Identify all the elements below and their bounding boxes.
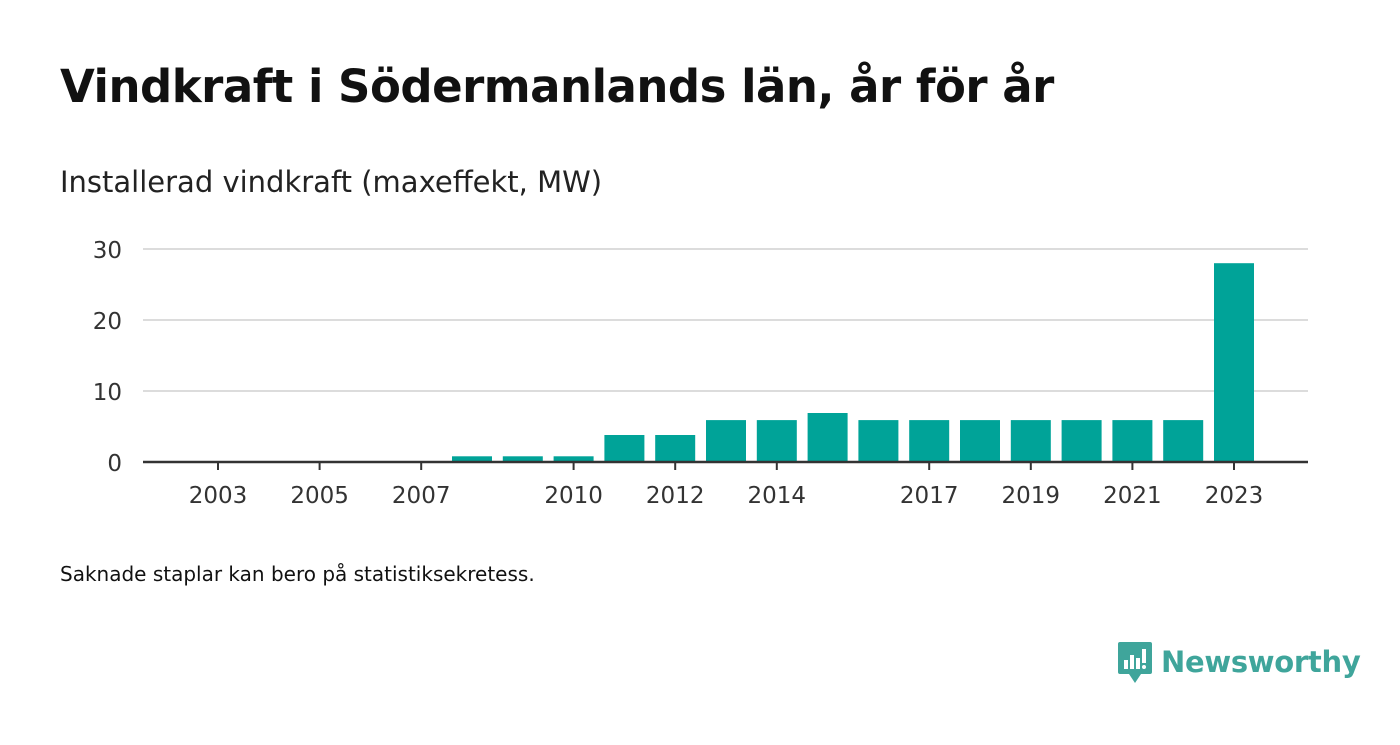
- x-tick-label: 2005: [290, 483, 349, 509]
- chart-title: Vindkraft i Södermanlands län, år för år: [60, 60, 1054, 113]
- y-tick-label: 0: [107, 451, 122, 477]
- bar: [604, 435, 645, 462]
- x-tick-label: 2017: [900, 483, 959, 509]
- y-tick-label: 30: [93, 238, 122, 264]
- grid-lines: 0 10 20 30: [93, 238, 1308, 477]
- x-tick-label: 2003: [189, 483, 248, 509]
- footnote: Saknade staplar kan bero på statistiksek…: [60, 562, 535, 586]
- y-tick-label: 10: [93, 380, 122, 406]
- newsworthy-logo-icon: [1118, 642, 1152, 683]
- x-tick-label: 2007: [392, 483, 451, 509]
- bar: [502, 456, 543, 462]
- bar: [1010, 420, 1051, 462]
- bar: [1061, 420, 1102, 462]
- bar: [909, 420, 950, 462]
- x-tick-label: 2021: [1103, 483, 1162, 509]
- x-tick-label: 2014: [748, 483, 807, 509]
- bar: [960, 420, 1000, 462]
- bar: [553, 456, 594, 462]
- bars: [452, 263, 1254, 462]
- chart-subtitle: Installerad vindkraft (maxeffekt, MW): [60, 165, 603, 199]
- x-tick-label: 2023: [1205, 483, 1264, 509]
- bar: [1214, 263, 1254, 462]
- x-tick-label: 2012: [646, 483, 705, 509]
- x-axis: 2003 2005 2007 2010 2012 2014 2017 2019 2021 2023: [143, 460, 1308, 509]
- bar-chart: 0 10 20 30 2003 2005 2007 2010 2012 2014 2017 2019…: [93, 238, 1308, 509]
- bar: [807, 413, 848, 462]
- bar: [452, 456, 492, 462]
- bar: [1163, 420, 1204, 462]
- bar: [1112, 420, 1153, 462]
- x-tick-label: 2019: [1002, 483, 1061, 509]
- bar: [655, 435, 696, 462]
- newsworthy-logo: Newsworthy: [1117, 640, 1361, 684]
- x-tick-label: 2010: [544, 483, 603, 509]
- brand-name: Newsworthy: [1161, 645, 1361, 679]
- bar: [858, 420, 899, 462]
- bar: [756, 420, 797, 462]
- bar: [706, 420, 746, 462]
- y-tick-label: 20: [93, 309, 122, 335]
